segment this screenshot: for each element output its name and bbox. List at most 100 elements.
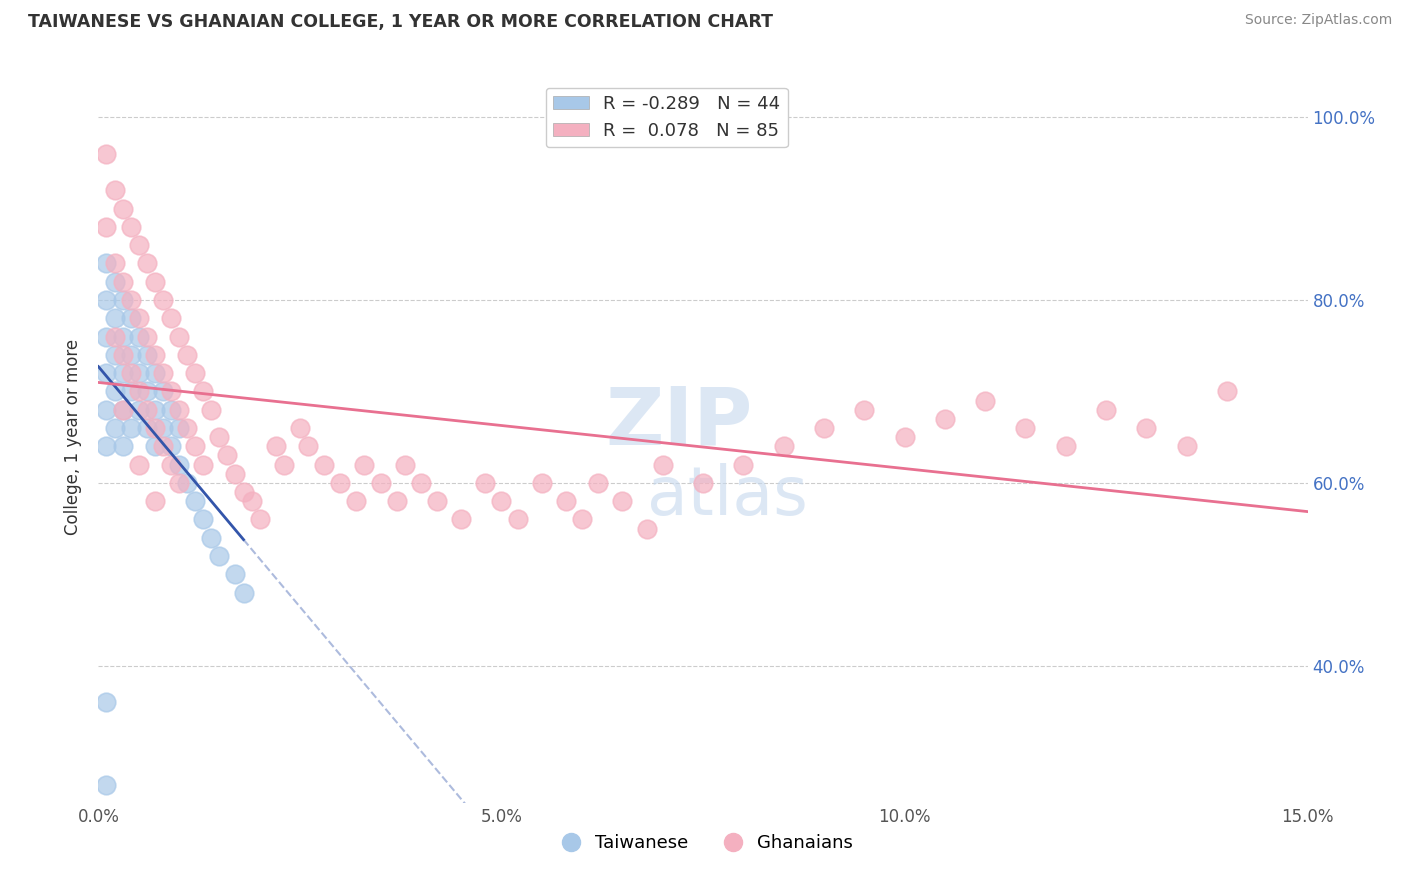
Point [200, 402, 222, 417]
Point [160, 311, 183, 326]
Point [143, 439, 166, 453]
Point [1095, 402, 1118, 417]
Point [853, 402, 876, 417]
Point [160, 439, 183, 453]
Point [426, 494, 449, 508]
Point [314, 458, 336, 472]
Point [612, 494, 634, 508]
Point [160, 458, 183, 472]
Point [934, 411, 956, 425]
Point [200, 531, 222, 545]
Point [1135, 421, 1157, 435]
Point [167, 329, 190, 343]
Point [128, 458, 150, 472]
Text: atlas: atlas [647, 463, 807, 529]
Point [143, 402, 166, 417]
Point [111, 366, 134, 380]
Point [96, 146, 118, 161]
Point [128, 311, 150, 326]
Point [128, 402, 150, 417]
Point [167, 402, 190, 417]
Point [96, 219, 118, 234]
Point [111, 402, 134, 417]
Legend: Taiwanese, Ghanaians: Taiwanese, Ghanaians [546, 827, 860, 860]
Point [772, 439, 794, 453]
Point [135, 402, 157, 417]
Point [344, 494, 367, 508]
Point [160, 384, 183, 399]
Point [208, 430, 231, 444]
Point [111, 439, 134, 453]
Point [176, 475, 198, 490]
Point [297, 439, 319, 453]
Point [176, 421, 198, 435]
Point [128, 366, 150, 380]
Point [586, 475, 609, 490]
Point [692, 475, 714, 490]
Text: TAIWANESE VS GHANAIAN COLLEGE, 1 YEAR OR MORE CORRELATION CHART: TAIWANESE VS GHANAIAN COLLEGE, 1 YEAR OR… [28, 13, 773, 31]
Point [128, 238, 150, 252]
Point [96, 293, 118, 307]
Point [240, 494, 263, 508]
Point [1175, 439, 1198, 453]
Point [143, 494, 166, 508]
Point [96, 256, 118, 270]
Point [111, 275, 134, 289]
Point [111, 329, 134, 343]
Point [96, 329, 118, 343]
Point [135, 256, 157, 270]
Point [370, 475, 392, 490]
Point [1216, 384, 1239, 399]
Point [160, 402, 183, 417]
Point [193, 512, 215, 526]
Point [120, 311, 142, 326]
Point [152, 293, 174, 307]
Point [103, 329, 125, 343]
Point [193, 458, 215, 472]
Point [103, 311, 125, 326]
Point [474, 475, 496, 490]
Point [152, 439, 174, 453]
Point [1054, 439, 1077, 453]
Point [135, 384, 157, 399]
Point [143, 421, 166, 435]
Point [103, 183, 125, 197]
Point [530, 475, 553, 490]
Point [103, 348, 125, 362]
Point [217, 449, 239, 463]
Point [1014, 421, 1036, 435]
Point [893, 430, 915, 444]
Point [143, 366, 166, 380]
Point [232, 585, 254, 599]
Point [96, 366, 118, 380]
Point [224, 467, 246, 481]
Point [152, 421, 174, 435]
Point [555, 494, 578, 508]
Point [264, 439, 287, 453]
Point [152, 384, 174, 399]
Point [394, 458, 416, 472]
Point [103, 384, 125, 399]
Point [506, 512, 529, 526]
Point [96, 695, 118, 709]
Point [96, 778, 118, 792]
Point [111, 293, 134, 307]
Point [152, 366, 174, 380]
Point [184, 366, 207, 380]
Point [733, 458, 755, 472]
Point [103, 275, 125, 289]
Point [353, 458, 375, 472]
Point [120, 219, 142, 234]
Point [111, 348, 134, 362]
Point [167, 458, 190, 472]
Point [193, 384, 215, 399]
Point [974, 393, 997, 408]
Point [135, 348, 157, 362]
Y-axis label: College, 1 year or more: College, 1 year or more [65, 339, 83, 535]
Point [813, 421, 835, 435]
Point [120, 348, 142, 362]
Point [232, 485, 254, 500]
Point [128, 329, 150, 343]
Point [224, 567, 246, 582]
Point [571, 512, 593, 526]
